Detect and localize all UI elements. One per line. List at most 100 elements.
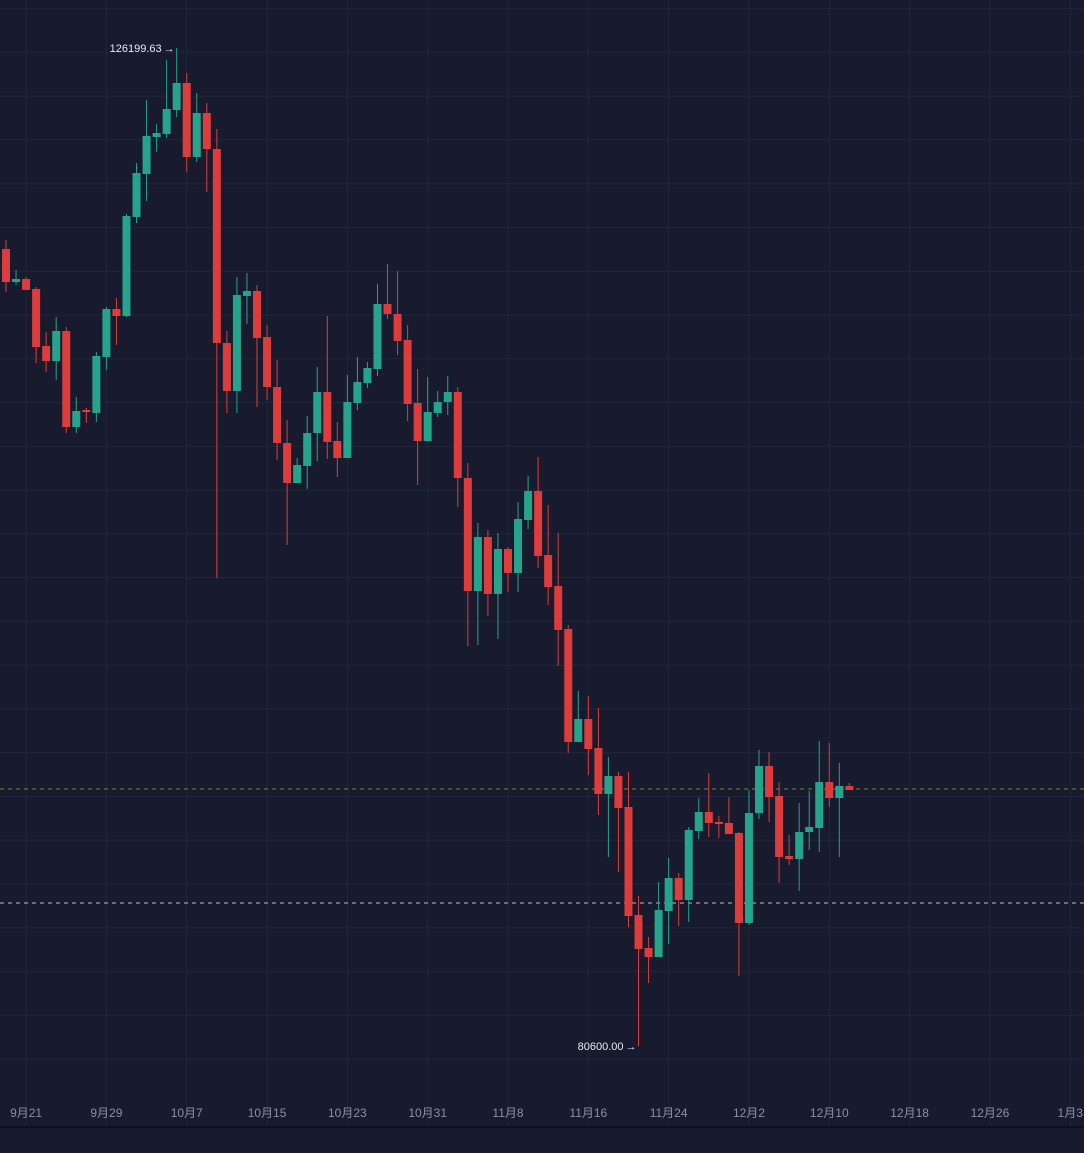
candle xyxy=(403,324,412,422)
candle xyxy=(112,298,121,346)
candle-body xyxy=(212,148,221,344)
candle-body xyxy=(363,367,372,383)
candle-body xyxy=(122,215,131,316)
candle xyxy=(775,782,784,883)
candle xyxy=(765,751,774,822)
candle-body xyxy=(514,518,523,573)
candle-body xyxy=(795,831,804,860)
candle xyxy=(343,375,352,458)
candle xyxy=(694,798,703,839)
candle-body xyxy=(313,392,322,433)
candle-body xyxy=(614,775,623,809)
candle-body xyxy=(724,822,733,835)
candle xyxy=(674,872,683,926)
candle-body xyxy=(664,877,673,912)
candle-body xyxy=(52,331,61,362)
candle xyxy=(493,532,502,639)
candle xyxy=(82,408,91,423)
candle-body xyxy=(644,947,653,957)
candle-body xyxy=(102,309,111,358)
candle-body xyxy=(172,83,181,110)
candle-body xyxy=(142,135,151,175)
candle-body xyxy=(423,412,432,441)
candle xyxy=(514,501,523,593)
candle-body xyxy=(433,401,442,413)
candle-body xyxy=(82,409,91,413)
candle-body xyxy=(343,401,352,458)
candle xyxy=(684,827,693,922)
candle xyxy=(313,366,322,461)
candle xyxy=(624,772,633,928)
x-tick-label: 11月8 xyxy=(492,1106,523,1120)
candle xyxy=(132,163,141,223)
candle-body xyxy=(152,132,161,138)
x-tick-label: 9月29 xyxy=(90,1106,122,1120)
candle xyxy=(443,375,452,415)
x-tick-label: 9月21 xyxy=(10,1106,42,1120)
candle-body xyxy=(574,718,583,742)
candle-body xyxy=(273,386,282,444)
candle xyxy=(453,386,462,507)
candle xyxy=(42,332,51,373)
candle-body xyxy=(373,303,382,370)
candle xyxy=(584,695,593,775)
candle xyxy=(704,772,713,838)
candle-body xyxy=(534,490,543,557)
candle xyxy=(554,532,563,667)
candle-body xyxy=(714,821,723,825)
candle-body xyxy=(524,490,533,520)
candle-body xyxy=(694,811,703,831)
candle-body xyxy=(815,782,824,828)
time-axis[interactable]: 9月21 9月29 10月7 10月15 10月23 10月31 11月8 11月16 11月2… xyxy=(10,1106,1083,1120)
candle xyxy=(564,624,573,754)
candle-body xyxy=(42,346,51,362)
candle xyxy=(22,277,31,291)
candle xyxy=(504,546,512,593)
candle xyxy=(142,99,151,202)
candle xyxy=(473,522,482,645)
candle-body xyxy=(544,554,553,587)
candle xyxy=(363,361,372,389)
candle-body xyxy=(12,279,21,283)
x-tick-label: 1月3 xyxy=(1058,1106,1084,1120)
candle-body xyxy=(755,766,763,813)
candle-body xyxy=(413,402,422,441)
candle-body xyxy=(734,832,743,923)
x-tick-label: 12月26 xyxy=(971,1106,1010,1120)
x-tick-label: 11月16 xyxy=(569,1106,607,1120)
candle xyxy=(664,857,673,944)
candle xyxy=(373,283,382,376)
candle xyxy=(734,831,743,976)
candle xyxy=(172,48,181,118)
candle xyxy=(594,708,603,815)
candle-body xyxy=(232,295,241,391)
candle-body xyxy=(684,830,693,900)
candle xyxy=(785,834,794,865)
candle-body xyxy=(493,548,502,594)
candle xyxy=(182,73,191,173)
candle-body xyxy=(504,548,512,573)
candle xyxy=(413,369,422,486)
x-tick-label: 12月10 xyxy=(810,1106,849,1120)
candle-body xyxy=(453,392,462,478)
candle-body xyxy=(383,303,392,315)
candle-body xyxy=(564,628,573,742)
candle xyxy=(724,796,733,835)
candle-body xyxy=(805,827,814,832)
candle-body xyxy=(473,537,482,591)
candle-body xyxy=(594,747,603,794)
candle xyxy=(293,457,302,483)
candle-body xyxy=(293,464,302,483)
candle-body xyxy=(22,279,31,291)
candle-body xyxy=(2,248,10,283)
candle-body xyxy=(825,782,834,799)
candle xyxy=(795,802,804,891)
candle-body xyxy=(162,109,171,135)
candle xyxy=(303,415,312,489)
candle-body xyxy=(654,909,663,957)
x-tick-label: 11月24 xyxy=(650,1106,688,1120)
candle xyxy=(122,214,131,318)
candle-body xyxy=(222,343,231,391)
candle xyxy=(222,331,231,413)
